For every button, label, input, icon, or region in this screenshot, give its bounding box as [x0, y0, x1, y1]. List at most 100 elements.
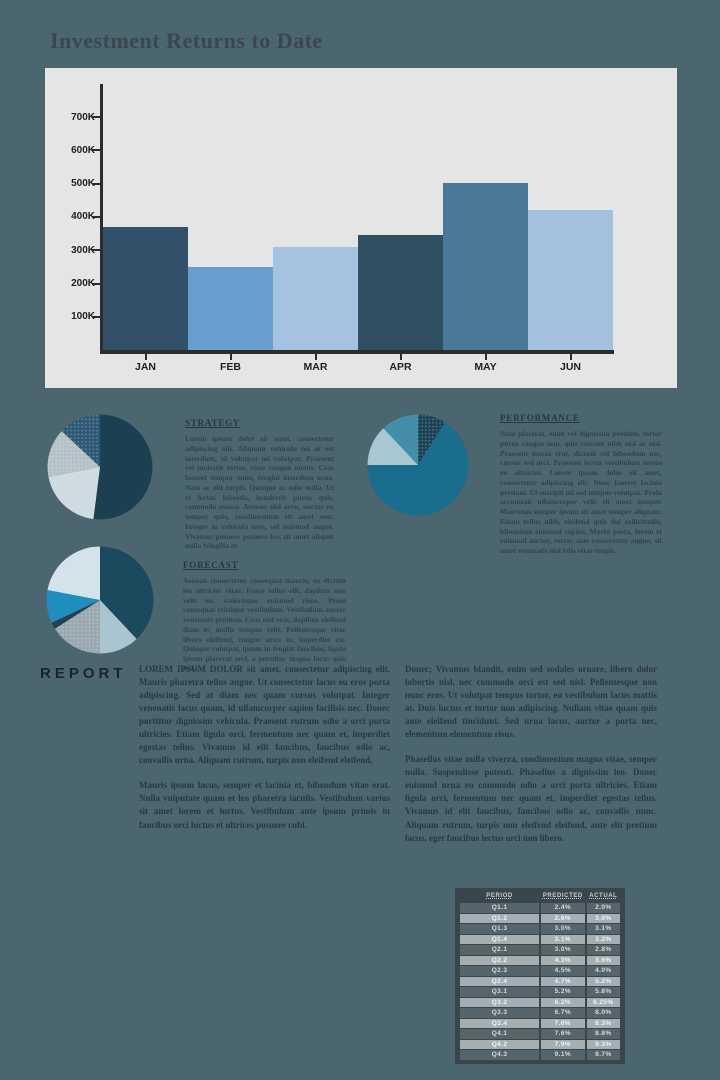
- strategy-section: STRATEGY Lorem ipsum dolor sit amet, con…: [185, 418, 334, 551]
- table-cell: 7.6%: [541, 1029, 585, 1039]
- x-tick-mark: [484, 354, 487, 360]
- report-paragraph: Phasellus vitae nulla viverra, condiment…: [405, 754, 657, 843]
- y-tick-mark: [92, 282, 100, 285]
- table-cell: 3.0%: [541, 945, 585, 955]
- y-tick-label: 600K: [71, 144, 95, 156]
- table-cell: 2.4%: [541, 903, 585, 913]
- table-cell: 5.2%: [541, 987, 585, 997]
- table-cell: 9.7%: [586, 1050, 620, 1060]
- table-cell: Q1.2: [460, 913, 540, 923]
- table-row: Q1.2 2.6% 3.0%: [460, 913, 620, 923]
- x-tick-mark: [569, 354, 572, 360]
- table-row: Q2.2 4.3% 3.6%: [460, 955, 620, 965]
- x-tick-mark: [314, 354, 317, 360]
- bar-jan: [103, 226, 188, 350]
- table-row: Q2.3 4.5% 4.0%: [460, 966, 620, 976]
- x-tick-label: MAY: [474, 361, 497, 373]
- y-tick-mark: [92, 315, 100, 318]
- y-tick-label: 500K: [71, 178, 95, 190]
- table-row: Q3.4 7.0% 8.3%: [460, 1018, 620, 1028]
- performance-pie-chart: [367, 414, 469, 516]
- table-cell: 7.0%: [541, 1018, 585, 1028]
- table-header-cell: ACTUAL: [589, 893, 618, 899]
- y-tick-mark: [92, 116, 100, 118]
- table-cell: Q2.3: [460, 966, 540, 976]
- y-tick-label: 200K: [71, 278, 95, 290]
- x-tick-mark: [229, 354, 232, 360]
- y-tick-mark: [92, 215, 100, 218]
- strategy-body: Lorem ipsum dolor sit amet, consectetur …: [185, 434, 334, 551]
- table-row: Q1.1 2.4% 2.0%: [460, 903, 620, 913]
- strategy-pie-chart: [47, 414, 153, 520]
- table-cell: 3.1%: [541, 934, 585, 944]
- forecast-body: Aenean consectetur consequat mauris, eu …: [183, 576, 346, 673]
- table-cell: 4.3%: [541, 955, 585, 965]
- x-tick-label: JAN: [134, 361, 156, 373]
- forecast-section: FORECAST Aenean consectetur consequat ma…: [183, 560, 346, 674]
- pie-slice: [51, 600, 100, 629]
- table-cell: 6.25%: [586, 997, 620, 1007]
- forecast-pie-chart: [46, 546, 154, 654]
- table-cell: 2.0%: [586, 903, 620, 913]
- table-cell: 9.1%: [541, 1050, 585, 1060]
- y-tick-label: 400K: [71, 211, 95, 223]
- performance-body: Nam placerat, enim vel dignissim pretium…: [500, 429, 662, 555]
- bar-chart-panel: 700K 600K 500K 400K 300K 200K 100K JAN FEB MAR AP…: [45, 68, 677, 388]
- pie-slice: [383, 414, 418, 465]
- table-cell: 8.8%: [586, 1029, 620, 1039]
- table-cell: Q4.2: [460, 1039, 540, 1049]
- table-cell: 6.2%: [541, 997, 585, 1007]
- table-cell: 4.0%: [586, 966, 620, 976]
- table-row: Q1.4 3.1% 3.2%: [460, 934, 620, 944]
- x-tick-label: JUN: [559, 361, 581, 373]
- pie-slice: [367, 422, 469, 516]
- strategy-heading: STRATEGY: [185, 418, 241, 428]
- table-row: Q4.1 7.6% 8.8%: [460, 1029, 620, 1039]
- table-cell: 4.5%: [541, 966, 585, 976]
- table-cell: Q1.4: [460, 934, 540, 944]
- y-tick-label: 100K: [71, 311, 95, 323]
- report-paragraph: Donec; Vivamus blandit, enim sed sodales…: [405, 664, 657, 740]
- x-tick-mark: [399, 354, 402, 360]
- table-cell: 3.0%: [541, 924, 585, 934]
- table-row: Q3.3 6.7% 8.0%: [460, 1008, 620, 1018]
- table-row: Q4.2 7.9% 9.3%: [460, 1039, 620, 1049]
- table-header-cell: PREDICTED: [542, 893, 583, 899]
- report-column-1: LOREM IPSUM DOLOR sit amet, consectetur …: [139, 663, 390, 832]
- y-tick-mark: [92, 182, 100, 185]
- table-row: Q2.4 4.7% 5.2%: [460, 976, 620, 986]
- x-tick-mark: [144, 354, 147, 360]
- report-heading: REPORT: [40, 665, 127, 682]
- x-tick-label: FEB: [220, 361, 241, 373]
- table-header-row: PERIOD PREDICTED ACTUAL: [460, 891, 620, 902]
- bar-chart-plot: [103, 68, 614, 350]
- table-cell: 6.7%: [541, 1008, 585, 1018]
- table-cell: Q3.3: [460, 1008, 540, 1018]
- performance-heading: PERFORMANCE: [500, 413, 580, 423]
- table-cell: Q3.1: [460, 987, 540, 997]
- forecast-heading: FORECAST: [183, 560, 239, 570]
- table-cell: Q3.4: [460, 1018, 540, 1028]
- table-row: Q3.2 6.2% 6.25%: [460, 997, 620, 1007]
- pie-slice: [47, 431, 100, 477]
- table-cell: 4.7%: [541, 976, 585, 986]
- report-paragraph: LOREM IPSUM DOLOR sit amet, consectetur …: [139, 664, 390, 766]
- table-row: Q2.1 3.0% 2.8%: [460, 945, 620, 955]
- returns-table: PERIOD PREDICTED ACTUAL Q1.1 2.4% 2.0% Q1.2 2.…: [455, 888, 625, 1064]
- y-tick-label: 700K: [71, 111, 95, 123]
- bar-jun: [528, 210, 613, 350]
- table-cell: Q3.2: [460, 997, 540, 1007]
- pie-slice: [54, 600, 100, 654]
- y-tick-label: 300K: [71, 244, 95, 256]
- table-cell: 3.0%: [586, 913, 620, 923]
- table-cell: 2.8%: [586, 945, 620, 955]
- table-cell: 3.2%: [586, 934, 620, 944]
- x-tick-label: APR: [389, 361, 412, 373]
- pie-slice: [46, 589, 100, 623]
- table-cell: Q2.1: [460, 945, 540, 955]
- performance-section: PERFORMANCE Nam placerat, enim vel digni…: [500, 413, 662, 556]
- table-cell: 3.6%: [586, 955, 620, 965]
- table-cell: 2.6%: [541, 913, 585, 923]
- report-paragraph: Mauris ipsum lacus, semper et lacinia et…: [139, 780, 390, 830]
- table-cell: Q2.2: [460, 955, 540, 965]
